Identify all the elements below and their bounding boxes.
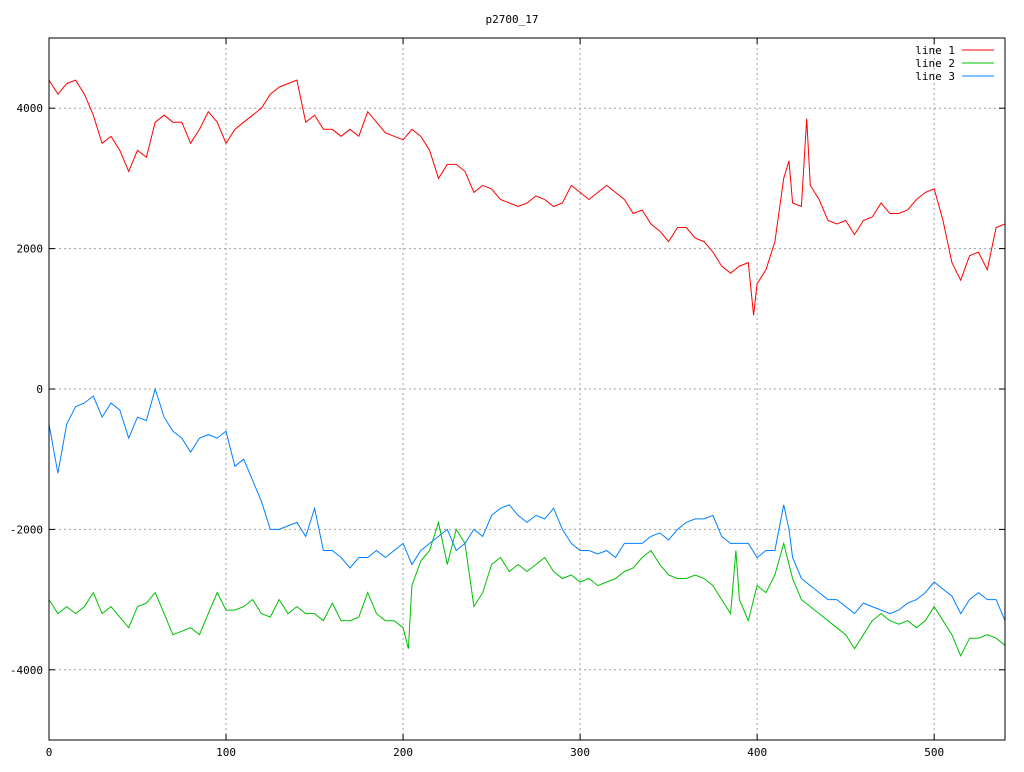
x-tick-label: 200 [393, 746, 413, 759]
x-tick-label: 500 [924, 746, 944, 759]
legend-label: line 3 [915, 70, 955, 83]
plot-frame [48, 37, 1006, 741]
series-group [48, 79, 1006, 657]
series-line-3 [48, 387, 1006, 621]
series-line-1 [48, 79, 1006, 316]
y-tick-label: 2000 [17, 243, 44, 256]
y-tick-label: -4000 [10, 664, 43, 677]
legend-label: line 2 [915, 57, 955, 70]
x-tick-label: 100 [216, 746, 236, 759]
legend-label: line 1 [915, 44, 955, 57]
y-tick-label: 4000 [17, 102, 44, 115]
series-line-2 [48, 520, 1006, 657]
x-tick-label: 400 [747, 746, 767, 759]
y-tick-label: -2000 [10, 523, 43, 536]
x-tick-label: 300 [570, 746, 590, 759]
axis-ticks: 0 100 200 300 400 500 -4000 -2000 0 2000 4000 [10, 38, 1005, 759]
chart-title: p2700_17 [486, 13, 539, 26]
grid [49, 38, 1005, 740]
y-tick-label: 0 [36, 383, 43, 396]
x-tick-label: 0 [46, 746, 53, 759]
